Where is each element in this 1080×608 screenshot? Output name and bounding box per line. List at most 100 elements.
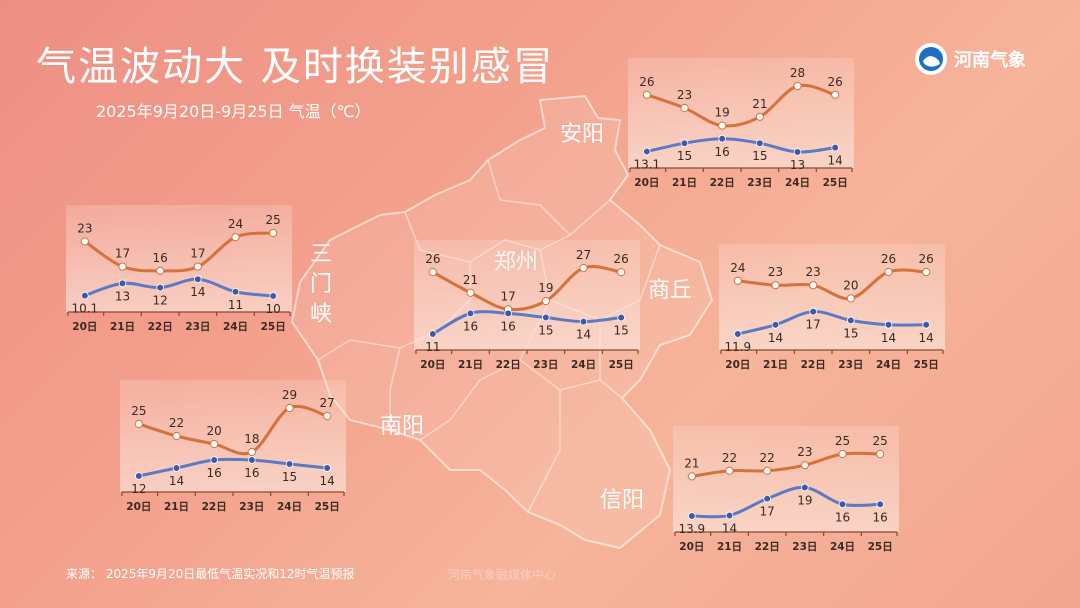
low-temp-point [831, 143, 839, 152]
low-temp-point [269, 292, 277, 300]
high-temp-point [466, 288, 475, 297]
page-title: 气温波动大 及时换装别感冒 [36, 44, 555, 90]
x-tick-label: 25日 [914, 359, 939, 371]
low-temp-point [763, 494, 771, 503]
low-temp-label: 14 [881, 331, 896, 345]
high-temp-label: 26 [828, 75, 843, 89]
low-temp-point [542, 313, 550, 322]
high-temp-label: 19 [538, 281, 553, 295]
x-tick-label: 20日 [725, 359, 750, 371]
low-temp-label: 11 [228, 298, 243, 312]
x-tick-label: 20日 [679, 541, 704, 553]
high-temp-point [247, 447, 256, 457]
high-temp-label: 27 [320, 396, 335, 410]
low-temp-label: 13 [115, 289, 130, 303]
low-temp-label: 16 [501, 319, 516, 333]
high-temp-label: 20 [843, 278, 858, 292]
low-temp-label: 17 [760, 505, 775, 519]
high-temp-point [755, 112, 764, 121]
high-temp-point [733, 276, 742, 285]
low-temp-point [734, 330, 742, 338]
city-label-nanyang: 南阳 [380, 414, 425, 439]
high-temp-point [718, 121, 727, 130]
low-temp-point [466, 309, 475, 318]
low-temp-point [156, 283, 164, 292]
low-temp-point [771, 320, 780, 329]
high-temp-label: 25 [131, 404, 146, 418]
low-temp-label: 14 [576, 328, 591, 342]
chart-svg: 20日 21日 22日 23日 24日 25日 25 22 20 18 29 27 12 14 16 16 15… [120, 380, 346, 513]
high-temp-point [831, 90, 840, 99]
high-temp-point [193, 262, 202, 271]
chart-svg: 20日 21日 22日 23日 24日 25日 21 22 22 23 25 25 13.9 14 17 19… [673, 426, 899, 553]
high-temp-label: 25 [835, 434, 850, 448]
low-temp-point [922, 320, 930, 329]
high-temp-label: 22 [722, 451, 737, 465]
low-temp-label: 10 [266, 302, 281, 316]
low-temp-point [847, 316, 855, 325]
high-temp-label: 24 [228, 217, 243, 231]
x-tick-label: 25日 [823, 177, 848, 189]
credit-note: 河南气象融媒体中心 [448, 568, 557, 582]
low-temp-point [680, 139, 689, 147]
low-temp-point [756, 139, 764, 147]
low-temp-point [231, 288, 240, 296]
low-temp-label: 15 [538, 324, 553, 338]
x-tick-label: 20日 [72, 321, 97, 333]
high-temp-point [771, 281, 780, 290]
low-temp-point [718, 135, 726, 143]
high-temp-point [800, 461, 809, 470]
high-temp-point [838, 449, 847, 459]
high-temp-label: 16 [153, 251, 168, 265]
low-temp-point [210, 456, 218, 464]
low-temp-label: 11.9 [724, 340, 751, 354]
high-temp-point [884, 267, 893, 277]
low-temp-label: 15 [282, 470, 297, 484]
high-temp-point [269, 228, 278, 238]
chart-anyang: 20日 21日 22日 23日 24日 25日 26 23 19 21 28 26 13.1 15 16 15… [628, 58, 854, 196]
low-temp-point [793, 148, 802, 156]
x-tick-label: 20日 [126, 501, 151, 513]
low-temp-point [135, 472, 143, 480]
high-temp-label: 17 [501, 289, 516, 303]
high-temp-point [846, 294, 855, 303]
high-temp-label: 26 [614, 252, 629, 266]
low-temp-label: 14 [169, 474, 184, 488]
low-temp-point [876, 500, 884, 509]
x-tick-label: 23日 [533, 359, 558, 371]
low-temp-label: 16 [463, 319, 478, 333]
high-temp-label: 28 [790, 66, 805, 80]
low-temp-label: 14 [919, 331, 934, 345]
x-tick-label: 24日 [277, 501, 302, 513]
chart-svg: 20日 21日 22日 23日 24日 25日 24 23 23 20 26 26 11.9 14 17 15… [719, 244, 945, 371]
low-temp-label: 14 [190, 285, 205, 299]
low-temp-point [429, 330, 437, 338]
x-tick-label: 23日 [185, 321, 210, 333]
low-temp-label: 16 [873, 510, 888, 524]
high-temp-point [763, 466, 772, 475]
low-temp-label: 16 [207, 466, 222, 480]
high-temp-label: 23 [77, 221, 92, 235]
high-temp-point [323, 411, 332, 421]
high-temp-point [156, 266, 165, 275]
x-tick-label: 22日 [202, 501, 227, 513]
high-temp-label: 21 [463, 273, 478, 287]
high-temp-point [725, 466, 734, 475]
low-temp-point [194, 275, 202, 283]
low-temp-label: 15 [752, 149, 767, 163]
high-temp-label: 23 [806, 265, 821, 279]
high-temp-point [680, 103, 689, 113]
chart-background [414, 240, 640, 350]
x-tick-label: 21日 [164, 501, 189, 513]
high-temp-label: 18 [244, 432, 259, 446]
city-label-anyang: 安阳 [560, 122, 605, 147]
high-temp-point [809, 281, 818, 290]
x-tick-label: 23日 [239, 501, 264, 513]
high-temp-point [172, 431, 181, 441]
high-temp-point [876, 449, 885, 459]
low-temp-label: 15 [677, 149, 692, 163]
chart-sanmenxia: 20日 21日 22日 23日 24日 25日 23 17 16 17 24 25 10.1 13 12 14… [66, 205, 292, 340]
high-temp-label: 25 [873, 434, 888, 448]
high-temp-label: 20 [207, 424, 222, 438]
low-temp-label: 16 [715, 145, 730, 159]
